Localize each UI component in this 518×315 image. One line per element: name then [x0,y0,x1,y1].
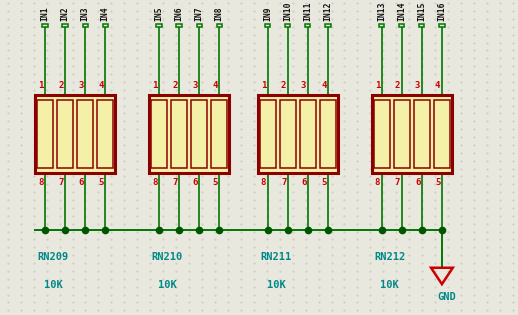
Text: IN8: IN8 [214,7,224,21]
Bar [35,94,115,173]
Bar [149,94,229,173]
Bar [265,24,270,27]
Text: 6: 6 [301,178,306,187]
Text: RN210: RN210 [151,252,183,262]
Text: IN6: IN6 [175,7,183,21]
Bar [305,24,310,27]
Text: IN10: IN10 [283,2,292,21]
Text: IN9: IN9 [263,7,272,21]
Text: 7: 7 [395,178,400,187]
Bar [373,100,390,168]
Bar [97,100,113,168]
Text: 10K: 10K [44,280,63,290]
Text: 2: 2 [281,81,286,90]
Bar [379,24,384,27]
Text: IN3: IN3 [81,7,90,21]
Bar [325,24,330,27]
Text: 10K: 10K [266,280,285,290]
Bar [151,100,167,168]
Bar [300,100,316,168]
Bar [434,100,450,168]
Bar [63,24,68,27]
Text: 5: 5 [98,178,104,187]
Bar [414,100,430,168]
Text: 6: 6 [78,178,83,187]
Text: 2: 2 [172,81,178,90]
Text: 4: 4 [98,81,104,90]
Text: 3: 3 [301,81,306,90]
Text: 3: 3 [192,81,197,90]
Bar [372,94,452,173]
Bar [260,100,276,168]
Text: IN1: IN1 [40,7,50,21]
Bar [399,24,405,27]
Bar [196,24,202,27]
Text: 4: 4 [321,81,326,90]
Text: IN13: IN13 [377,2,386,21]
Text: IN12: IN12 [323,2,333,21]
Text: 1: 1 [152,81,157,90]
Bar [191,100,207,168]
Text: 2: 2 [395,81,400,90]
Text: RN209: RN209 [37,252,69,262]
Bar [285,24,291,27]
Text: IN7: IN7 [195,7,204,21]
Text: IN15: IN15 [418,2,426,21]
Bar [419,24,424,27]
Text: IN11: IN11 [304,2,312,21]
Text: 5: 5 [435,178,440,187]
Text: 3: 3 [78,81,83,90]
Text: 4: 4 [212,81,218,90]
Text: 7: 7 [58,178,64,187]
Bar [439,24,444,27]
Bar [177,24,182,27]
Bar [280,100,296,168]
Text: GND: GND [438,292,456,302]
Text: 8: 8 [261,178,266,187]
Bar [82,24,88,27]
Text: 10K: 10K [380,280,399,290]
Text: RN212: RN212 [374,252,406,262]
Bar [37,100,53,168]
Text: 8: 8 [38,178,44,187]
Text: 6: 6 [415,178,420,187]
Bar [211,100,227,168]
Text: 5: 5 [212,178,218,187]
Text: 10K: 10K [157,280,177,290]
Bar [258,94,338,173]
Text: 2: 2 [58,81,64,90]
Text: 8: 8 [152,178,157,187]
Text: 4: 4 [435,81,440,90]
Bar [156,24,162,27]
Text: IN2: IN2 [61,7,69,21]
Bar [217,24,222,27]
Text: IN5: IN5 [154,7,164,21]
Bar [42,24,48,27]
Text: 7: 7 [172,178,178,187]
Text: 8: 8 [375,178,380,187]
Text: 1: 1 [375,81,380,90]
Text: RN211: RN211 [260,252,292,262]
Text: 1: 1 [38,81,44,90]
Text: 6: 6 [192,178,197,187]
Text: 5: 5 [321,178,326,187]
Bar [103,24,108,27]
Bar [57,100,73,168]
Text: IN4: IN4 [100,7,110,21]
Bar [394,100,410,168]
Bar [171,100,187,168]
Text: 1: 1 [261,81,266,90]
Bar [77,100,93,168]
Bar [320,100,336,168]
Text: 7: 7 [281,178,286,187]
Text: 3: 3 [415,81,420,90]
Text: IN14: IN14 [397,2,406,21]
Text: IN16: IN16 [437,2,447,21]
